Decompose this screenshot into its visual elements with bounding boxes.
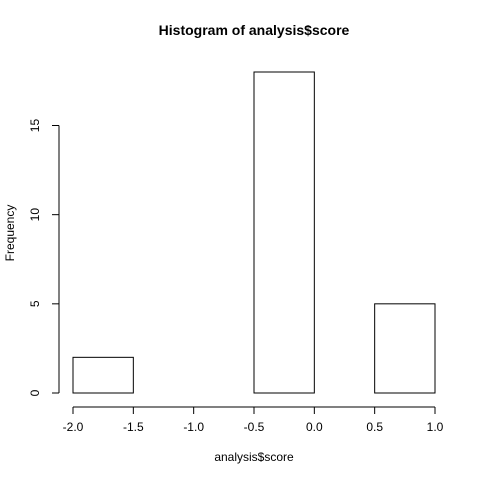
x-tick-label-4: 0.0	[306, 420, 323, 434]
bars-group	[72, 71, 436, 394]
x-tick-label-6: 1.0	[427, 420, 444, 434]
y-axis: 0 5 10 15	[28, 119, 60, 396]
x-tick-label-3: -0.5	[244, 420, 265, 434]
x-axis-label: analysis$score	[214, 450, 294, 464]
y-tick-label-0: 0	[28, 389, 42, 396]
y-tick-label-2: 10	[28, 208, 42, 222]
x-tick-label-1: -1.5	[123, 420, 144, 434]
y-tick-label-3: 15	[28, 119, 42, 133]
histogram-bar-3	[253, 71, 315, 394]
histogram-bar-0	[72, 356, 134, 394]
x-tick-label-0: -2.0	[63, 420, 84, 434]
x-tick-label-2: -1.0	[183, 420, 204, 434]
chart-title: Histogram of analysis$score	[159, 22, 350, 38]
y-axis-label: Frequency	[3, 205, 17, 262]
y-tick-label-1: 5	[28, 300, 42, 307]
histogram-bar-5	[374, 303, 436, 394]
x-axis: -2.0 -1.5 -1.0 -0.5 0.0 0.5 1.0	[63, 406, 444, 434]
x-tick-label-5: 0.5	[366, 420, 383, 434]
